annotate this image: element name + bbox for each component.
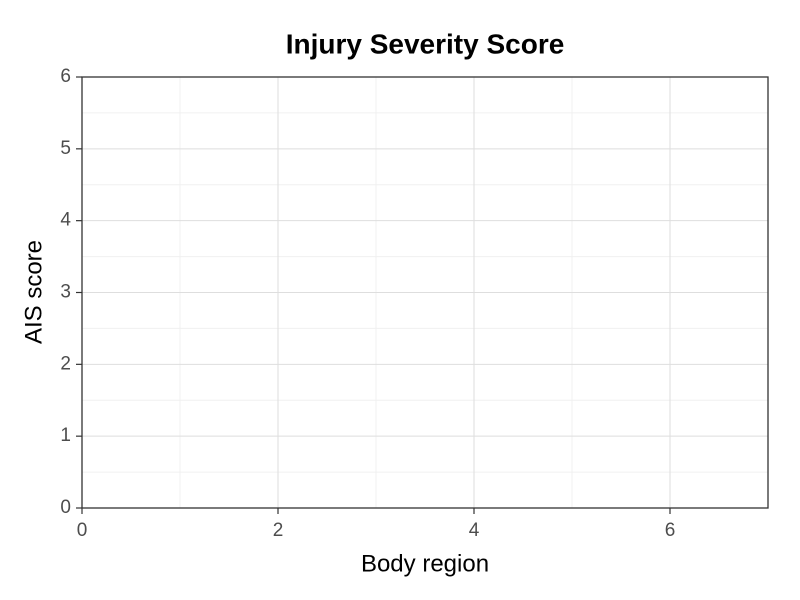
y-tick-label: 3 [60,282,71,303]
y-tick-label: 2 [60,353,71,374]
x-tick-label: 4 [469,520,480,541]
plot-border [81,76,769,509]
y-axis-title: AIS score [20,240,47,344]
y-tick-label: 4 [60,210,71,231]
y-tick-label: 1 [60,425,71,446]
chart-title: Injury Severity Score [286,28,565,59]
x-tick-label: 0 [77,520,88,541]
x-axis-title: Body region [361,550,489,577]
y-tick-label: 6 [60,66,71,87]
x-tick-label: 6 [665,520,676,541]
x-tick-label: 2 [273,520,284,541]
y-tick-label: 0 [60,497,71,518]
y-tick-label: 5 [60,138,71,159]
